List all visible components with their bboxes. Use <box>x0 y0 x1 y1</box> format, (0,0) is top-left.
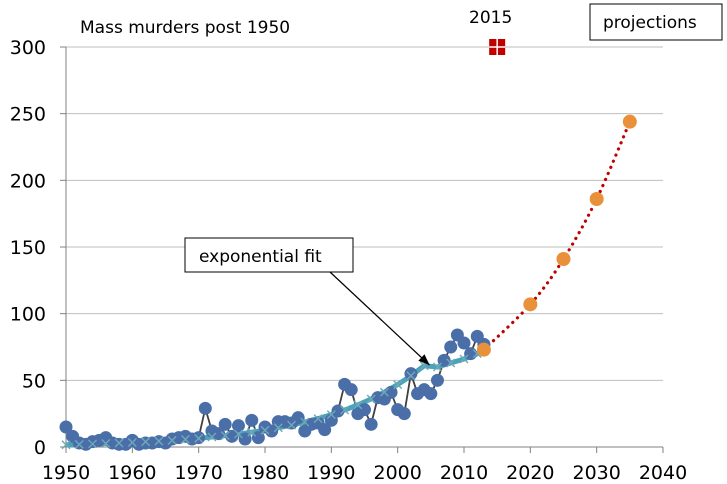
exponential-fit-box <box>184 237 354 273</box>
observed-point-1973 <box>212 427 226 441</box>
observed-point-1989 <box>318 423 332 437</box>
observed-point-1991 <box>331 404 345 418</box>
x-tick-label-1980: 1980 <box>241 462 289 484</box>
observed-point-1996 <box>364 417 378 431</box>
fit-marker-1950 <box>61 440 71 450</box>
y-tick-label-100: 100 <box>10 304 46 326</box>
fit-marker-1984 <box>287 420 297 430</box>
fit-marker-1964 <box>154 436 164 446</box>
exponential-fit-label: exponential fit <box>199 247 322 267</box>
fit-marker-2008 <box>446 358 456 368</box>
exponential-fit-arrow <box>329 271 430 366</box>
fit-marker-1974 <box>220 431 230 441</box>
x-tick-label-2030: 2030 <box>572 462 620 484</box>
observed-point-2008 <box>444 340 458 354</box>
exponential-fit-callout: exponential fit <box>184 237 430 366</box>
fit-marker-1982 <box>273 423 283 433</box>
y-tick-label-0: 0 <box>34 437 46 459</box>
x-tick-label-1950: 1950 <box>42 462 90 484</box>
observed-point-2001 <box>397 407 411 421</box>
fit-marker-1996 <box>366 394 376 404</box>
y-tick-label-250: 250 <box>10 104 46 126</box>
fit-marker-2000 <box>393 380 403 390</box>
gridlines <box>66 46 663 381</box>
projection-point-2013 <box>476 342 491 357</box>
observed-point-1999 <box>384 385 398 399</box>
y-tick-labels: 0 50 100 150 200 250 300 <box>10 37 46 459</box>
observed-point-1993 <box>344 383 358 397</box>
fit-marker-1972 <box>207 432 217 442</box>
projections-callout: projections <box>589 3 723 41</box>
observed-point-1971 <box>198 401 212 415</box>
x-tick-label-2010: 2010 <box>440 462 488 484</box>
fit-marker-2006 <box>432 362 442 372</box>
x-tick-label-1960: 1960 <box>108 462 156 484</box>
x-tick-label-2040: 2040 <box>639 462 687 484</box>
projection-series-line <box>482 120 632 352</box>
projections-box <box>589 3 723 41</box>
axes <box>60 46 664 453</box>
year-2015-label: 2015 <box>469 8 512 28</box>
observed-point-1974 <box>218 417 232 431</box>
fit-marker-1968 <box>180 434 190 444</box>
y-tick-label-200: 200 <box>10 170 46 192</box>
fit-marker-1958 <box>114 438 124 448</box>
fit-marker-1966 <box>167 435 177 445</box>
fit-marker-1998 <box>379 387 389 397</box>
observed-point-2006 <box>430 373 444 387</box>
fit-marker-1956 <box>101 439 111 449</box>
observed-point-1995 <box>358 403 371 417</box>
x-tick-label-1970: 1970 <box>174 462 222 484</box>
fit-marker-1952 <box>74 439 84 449</box>
fit-marker-1992 <box>340 405 350 415</box>
fit-marker-1970 <box>194 433 204 443</box>
y-tick-label-300: 300 <box>10 37 46 59</box>
fit-marker-1954 <box>88 439 98 449</box>
fit-marker-1990 <box>326 410 336 420</box>
fit-marker-1976 <box>233 429 243 439</box>
fit-marker-1986 <box>300 417 310 427</box>
series-lines <box>65 120 632 448</box>
observed-point-2002 <box>404 367 418 381</box>
projection-point-2030 <box>589 192 604 206</box>
chart-title: Mass murders post 1950 <box>80 18 290 38</box>
fit-marker-1962 <box>141 437 151 447</box>
y-tick-label-50: 50 <box>22 370 46 392</box>
projection-point-2020 <box>523 297 538 312</box>
fit-marker-1994 <box>353 400 363 410</box>
highlight-point-2015 <box>489 39 506 55</box>
fit-marker-2002 <box>406 371 416 381</box>
y-tick-label-150: 150 <box>10 237 46 259</box>
exponential-fit-arrowhead <box>418 354 430 365</box>
projection-point-2035 <box>622 114 637 129</box>
fit-marker-1988 <box>313 414 323 424</box>
x-tick-label-2020: 2020 <box>506 462 554 484</box>
x-tick-label-2000: 2000 <box>373 462 421 484</box>
x-tick-label-1990: 1990 <box>307 462 355 484</box>
observed-point-2010 <box>457 336 471 350</box>
fit-marker-2010 <box>459 354 469 364</box>
observed-point-2011 <box>464 347 478 361</box>
x-tick-labels: 1950 1960 1970 1980 1990 2000 2010 2020 2030 2040 <box>42 462 687 484</box>
fit-marker-1978 <box>247 427 257 437</box>
series-points <box>59 39 637 451</box>
fit-marker-1960 <box>127 437 137 447</box>
observed-point-1976 <box>231 419 245 433</box>
fit-marker-1980 <box>260 425 270 435</box>
projection-point-2025 <box>556 252 571 266</box>
projections-label: projections <box>603 13 697 33</box>
observed-point-2005 <box>424 387 438 401</box>
observed-point-1950 <box>59 420 73 434</box>
observed-point-1978 <box>245 413 259 427</box>
